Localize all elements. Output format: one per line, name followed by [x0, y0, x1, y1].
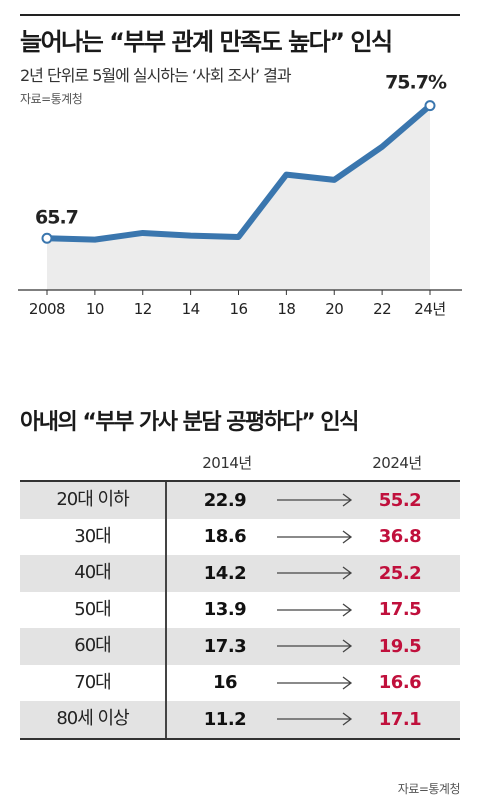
arrow-right-icon	[277, 566, 353, 580]
column-header-2024: 2024년	[372, 454, 422, 472]
age-group-label: 80세 이상	[20, 701, 167, 738]
value-2024: 16.6	[378, 672, 422, 694]
value-2014: 18.6	[203, 526, 247, 548]
x-tick-label: 12	[134, 300, 152, 318]
chart-title: 늘어나는 “부부 관계 만족도 높다” 인식	[20, 28, 393, 56]
table-row: 20대 이하 22.9 55.2	[20, 482, 460, 519]
source-label-top: 자료=통계청	[20, 92, 83, 106]
endpoint-marker	[424, 100, 436, 112]
arrow-right-icon	[277, 529, 353, 544]
table-row: 30대 18.6 36.8	[20, 518, 460, 555]
x-tick-label: 20	[325, 300, 343, 318]
source-label-bottom: 자료=통계청	[397, 782, 461, 796]
age-group-label: 70대	[20, 664, 167, 701]
top-rule	[20, 14, 460, 16]
age-group-label: 20대 이하	[20, 482, 167, 519]
table-row: 70대 16 16.6	[20, 664, 460, 701]
table-bottom-rule	[20, 738, 460, 740]
age-group-label: 30대	[20, 518, 167, 555]
column-header-2014: 2014년	[202, 454, 252, 472]
value-2014: 13.9	[203, 599, 247, 621]
value-2024: 19.5	[378, 635, 422, 657]
arrow-right-icon	[277, 493, 353, 507]
table-row: 40대 14.2 25.2	[20, 555, 460, 592]
series-line	[44, 102, 433, 243]
value-2014: 16	[212, 672, 238, 694]
arrow-right-icon	[277, 602, 353, 617]
area-fill	[47, 105, 430, 290]
line-chart: 2008 10 12 14 16 18 20 22 24년 65.7 75.7%	[18, 72, 462, 318]
table-row: 50대 13.9 17.5	[20, 591, 460, 628]
value-2024: 17.1	[378, 708, 422, 730]
x-tick-label: 16	[229, 300, 247, 318]
arrow-right-icon	[277, 712, 353, 726]
table-top-rule	[20, 480, 460, 482]
x-tick-label: 10	[86, 300, 104, 318]
value-2014: 11.2	[203, 708, 247, 730]
x-tick-label: 14	[182, 300, 200, 318]
age-group-label: 50대	[20, 591, 167, 628]
value-2014: 14.2	[203, 562, 247, 584]
value-2014: 22.9	[203, 489, 247, 511]
table-row: 60대 17.3 19.5	[20, 628, 460, 665]
arrow-right-icon	[277, 639, 353, 653]
x-tick-label: 24년	[414, 300, 445, 318]
x-tick-label: 22	[373, 300, 391, 318]
x-tick-label: 2008	[29, 300, 65, 318]
value-2024: 25.2	[378, 562, 422, 584]
endpoint-marker	[41, 232, 53, 244]
table-row: 80세 이상 11.2 17.1	[20, 701, 460, 738]
data-label: 65.7	[35, 206, 78, 228]
age-group-label: 40대	[20, 555, 167, 592]
arrow-right-icon	[277, 675, 353, 690]
value-2024: 36.8	[378, 526, 422, 548]
value-2024: 17.5	[378, 599, 422, 621]
chart-subtitle: 2년 단위로 5월에 실시하는 ‘사회 조사’ 결과	[20, 66, 292, 85]
table-body: 20대 이하 22.9 55.2 30대 18.6 36.8 40대 14.2 25.2 50대 1…	[20, 482, 460, 738]
age-group-label: 60대	[20, 628, 167, 665]
value-2014: 17.3	[203, 635, 247, 657]
table-title: 아내의 “부부 가사 분담 공평하다” 인식	[20, 410, 359, 435]
data-label: 75.7%	[385, 72, 447, 94]
x-tick-label: 18	[277, 300, 295, 318]
value-2024: 55.2	[378, 489, 422, 511]
